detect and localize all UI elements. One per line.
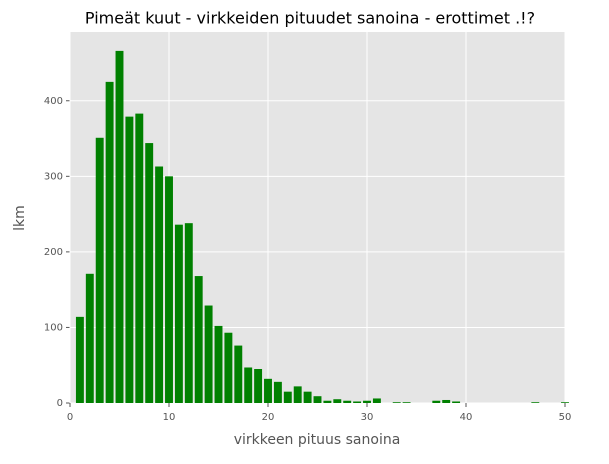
bar [184, 223, 193, 403]
x-tick-label: 40 [460, 412, 473, 423]
bar [313, 396, 322, 403]
bar [234, 345, 243, 403]
x-tick-label: 50 [559, 412, 572, 423]
bar [254, 368, 263, 403]
bar [333, 399, 342, 403]
y-tick-label: 400 [44, 96, 63, 107]
x-tick-label: 30 [361, 412, 374, 423]
y-tick-label: 300 [44, 171, 63, 182]
bar [363, 400, 371, 403]
x-axis-label: virkkeen pituus sanoina [234, 432, 401, 448]
y-tick-label: 0 [57, 398, 63, 409]
bar [85, 273, 94, 403]
x-tick-label: 0 [67, 412, 73, 423]
bar [194, 276, 203, 403]
bar [105, 81, 114, 403]
bar [372, 398, 381, 403]
bar [155, 166, 164, 403]
bar [125, 116, 134, 403]
bar [561, 402, 569, 403]
bar [244, 367, 253, 403]
bar [303, 391, 312, 403]
bar [174, 224, 183, 403]
bar [224, 332, 233, 403]
bar [95, 137, 104, 403]
bar [353, 401, 362, 403]
bar [343, 400, 352, 403]
bar [145, 143, 154, 404]
chart-title: Pimeät kuut - virkkeiden pituudet sanoin… [85, 9, 535, 28]
bar [204, 305, 213, 403]
y-axis-label: lkm [12, 205, 28, 231]
bar [214, 325, 223, 403]
y-tick-label: 200 [44, 247, 63, 258]
y-tick-label: 100 [44, 322, 63, 333]
bar [293, 386, 302, 403]
bar [402, 402, 411, 403]
plot-area [70, 32, 565, 403]
bar [283, 391, 292, 403]
bar [273, 381, 282, 403]
bar [531, 402, 540, 403]
bar [75, 316, 84, 403]
x-tick-label: 10 [163, 412, 176, 423]
bar [264, 378, 272, 403]
bar [442, 399, 451, 403]
x-tick-label: 20 [262, 412, 275, 423]
bar [432, 400, 441, 403]
bar [452, 401, 461, 403]
bar [392, 402, 401, 403]
bar [115, 50, 124, 404]
bar [165, 176, 173, 403]
bar [135, 113, 144, 403]
bar [323, 400, 332, 403]
